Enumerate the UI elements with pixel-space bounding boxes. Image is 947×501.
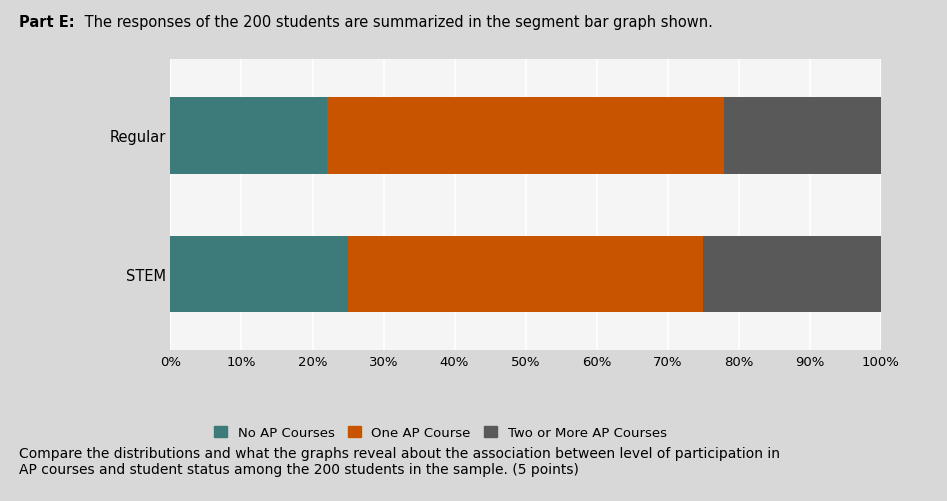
Bar [348,236,703,313]
Bar [724,98,881,174]
Text: The responses of the 200 students are summarized in the segment bar graph shown.: The responses of the 200 students are su… [80,15,713,30]
Text: Compare the distributions and what the graphs reveal about the association betwe: Compare the distributions and what the g… [19,446,780,476]
Bar [170,236,348,313]
Legend: No AP Courses, One AP Course, Two or More AP Courses: No AP Courses, One AP Course, Two or Mor… [208,421,672,445]
Bar [327,98,724,174]
Text: Part E:: Part E: [19,15,75,30]
Bar [170,98,327,174]
Bar [703,236,881,313]
